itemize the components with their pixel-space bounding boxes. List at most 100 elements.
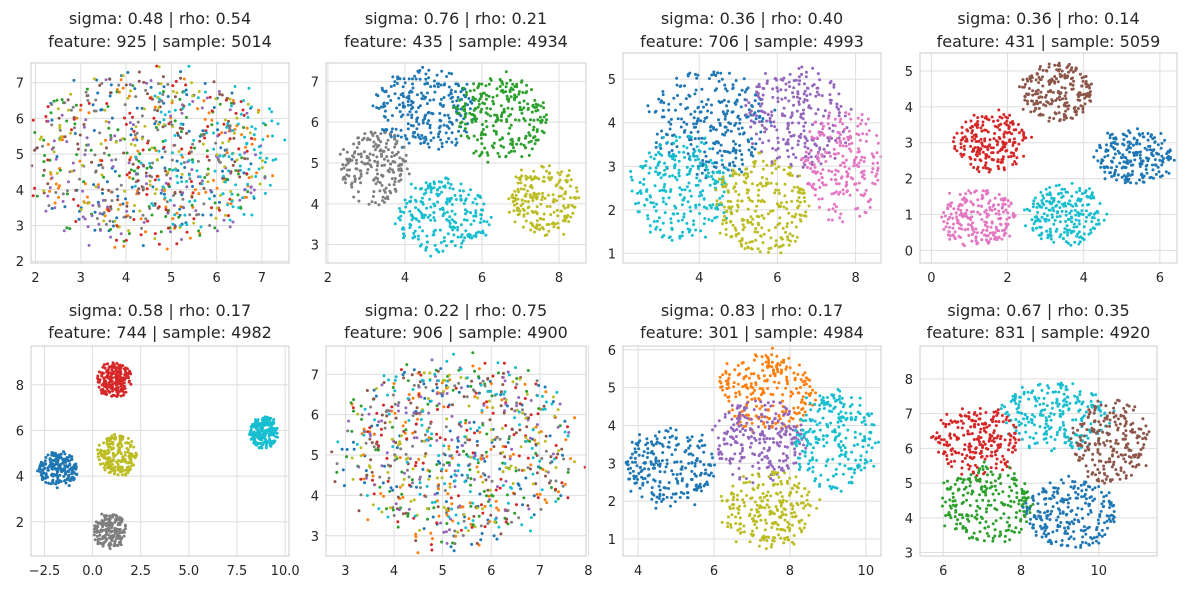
scatter-point: [789, 134, 793, 138]
scatter-point: [795, 235, 799, 239]
scatter-point: [969, 119, 973, 123]
scatter-point: [420, 134, 424, 137]
scatter-point: [744, 104, 748, 107]
scatter-point: [827, 151, 831, 155]
scatter-point: [449, 183, 453, 186]
scatter-point: [820, 154, 824, 158]
scatter-point: [250, 125, 254, 129]
scatter-point: [435, 73, 439, 77]
scatter-point: [708, 203, 712, 207]
scatter-point: [714, 128, 718, 132]
scatter-point: [1146, 132, 1150, 135]
scatter-point: [567, 169, 571, 172]
scatter-point: [1144, 168, 1148, 171]
scatter-point: [129, 382, 133, 386]
scatter-point: [676, 219, 680, 223]
scatter-point: [797, 102, 801, 106]
scatter-point: [697, 157, 700, 161]
scatter-point: [50, 103, 54, 106]
scatter-point: [507, 151, 511, 155]
scatter-point: [740, 126, 744, 130]
scatter-point: [200, 106, 204, 110]
scatter-point: [524, 219, 528, 223]
scatter-point: [802, 112, 805, 116]
scatter-point: [412, 131, 415, 135]
scatter-point: [952, 207, 956, 211]
scatter-point: [446, 181, 450, 185]
scatter-point: [242, 126, 246, 129]
scatter-point: [769, 181, 773, 185]
scatter-point: [703, 217, 707, 220]
scatter-point: [813, 193, 817, 197]
scatter-point: [1047, 119, 1051, 123]
scatter-point: [202, 186, 206, 190]
scatter-point: [193, 146, 197, 150]
scatter-point: [458, 189, 462, 193]
scatter-point: [997, 209, 1001, 213]
scatter-point: [141, 213, 145, 217]
scatter-point: [1042, 196, 1046, 200]
scatter-point: [646, 217, 650, 221]
scatter-point: [692, 219, 696, 223]
scatter-point: [161, 185, 165, 189]
scatter-point: [49, 170, 52, 174]
scatter-point: [839, 117, 843, 121]
scatter-point: [796, 143, 800, 147]
scatter-point: [776, 141, 780, 144]
scatter-point: [688, 158, 692, 162]
scatter-point: [1082, 225, 1086, 229]
x-tick-label: 2: [324, 271, 332, 286]
scatter-point: [111, 451, 115, 455]
scatter-point: [384, 145, 388, 149]
scatter-point: [508, 88, 512, 92]
scatter-point: [860, 171, 864, 175]
scatter-point: [499, 104, 503, 108]
scatter-point: [1121, 132, 1125, 136]
scatter-point: [707, 77, 711, 81]
scatter-point: [946, 203, 950, 207]
scatter-point: [657, 216, 661, 220]
scatter-point: [667, 153, 671, 157]
scatter-point: [565, 174, 569, 178]
scatter-point: [960, 131, 964, 135]
scatter-point: [376, 177, 380, 181]
scatter-point: [213, 226, 217, 230]
scatter-point: [479, 152, 483, 156]
scatter-point: [135, 106, 139, 110]
scatter-point: [420, 196, 424, 200]
scatter-point: [148, 179, 152, 183]
scatter-point: [125, 151, 129, 155]
scatter-point: [250, 213, 254, 217]
scatter-point: [229, 170, 233, 174]
scatter-point: [472, 134, 476, 138]
scatter-point: [142, 107, 146, 111]
scatter-point: [1105, 143, 1108, 147]
scatter-point: [521, 202, 525, 206]
scatter-point: [771, 95, 775, 99]
scatter-point: [1144, 164, 1148, 168]
scatter-point: [144, 171, 148, 175]
scatter-point: [191, 191, 195, 195]
scatter-point: [733, 101, 737, 105]
scatter-point: [136, 165, 140, 169]
scatter-point: [207, 158, 211, 162]
scatter-point: [150, 175, 154, 179]
scatter-point: [389, 99, 393, 102]
scatter-point: [105, 205, 109, 209]
scatter-point: [383, 190, 387, 194]
scatter-point: [1012, 215, 1016, 219]
scatter-point: [876, 178, 880, 182]
scatter-point: [788, 173, 792, 177]
scatter-point: [776, 100, 780, 104]
scatter-point: [121, 456, 125, 460]
scatter-point: [1115, 165, 1119, 169]
scatter-point: [179, 224, 183, 228]
scatter-point: [668, 127, 672, 131]
scatter-point: [110, 394, 114, 398]
scatter-point: [1053, 80, 1057, 84]
scatter-point: [1167, 171, 1171, 175]
scatter-point: [547, 164, 551, 168]
scatter-point: [60, 98, 64, 102]
scatter-point: [359, 174, 363, 178]
scatter-point: [258, 182, 262, 186]
